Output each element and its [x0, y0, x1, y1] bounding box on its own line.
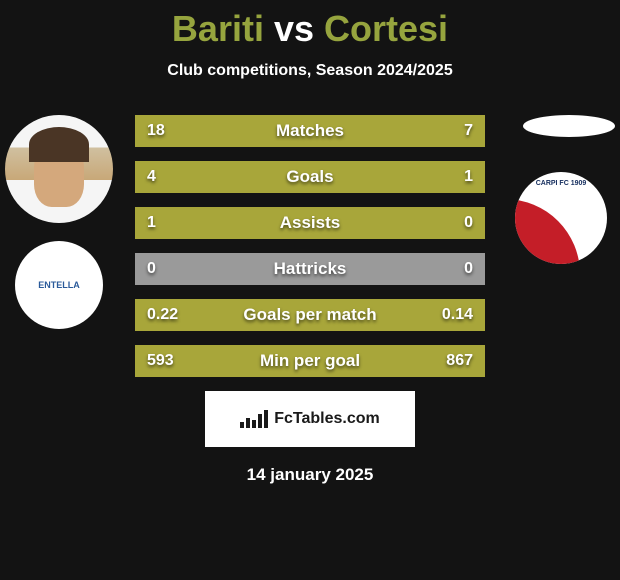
- stat-value-left: 18: [147, 115, 165, 147]
- stat-label: Goals per match: [135, 299, 485, 331]
- left-player-column: ENTELLA: [5, 115, 113, 329]
- stat-value-right: 0.14: [442, 299, 473, 331]
- stat-row: Min per goal593 867: [135, 345, 485, 377]
- stat-label: Hattricks: [135, 253, 485, 285]
- player2-photo: [523, 115, 615, 137]
- stat-value-left: 0: [147, 253, 156, 285]
- stat-value-right: 0: [464, 253, 473, 285]
- stat-row: Goals4 1: [135, 161, 485, 193]
- stat-value-left: 0.22: [147, 299, 178, 331]
- player2-club-badge: [515, 172, 607, 264]
- stat-value-left: 4: [147, 161, 156, 193]
- player1-name: Bariti: [172, 8, 264, 49]
- stat-label: Goals: [135, 161, 485, 193]
- stat-value-right: 867: [446, 345, 473, 377]
- stat-value-right: 7: [464, 115, 473, 147]
- player2-name: Cortesi: [324, 8, 448, 49]
- footer-date: 14 january 2025: [0, 465, 620, 485]
- player1-photo: [5, 115, 113, 223]
- stat-row: Goals per match0.22 0.14: [135, 299, 485, 331]
- stat-row: Hattricks0 0: [135, 253, 485, 285]
- stat-bars-container: Matches187Goals41Assists10Hattricks00Goa…: [135, 115, 485, 377]
- stat-value-left: 1: [147, 207, 156, 239]
- stat-value-right: 0: [464, 207, 473, 239]
- right-player-column: [515, 115, 615, 264]
- comparison-content: ENTELLA Matches187Goals41Assists10Hattri…: [0, 115, 620, 377]
- stat-row: Matches18 7: [135, 115, 485, 147]
- chart-icon: [240, 410, 268, 428]
- stat-label: Min per goal: [135, 345, 485, 377]
- player1-club-badge: ENTELLA: [15, 241, 103, 329]
- stat-label: Assists: [135, 207, 485, 239]
- brand-logo: FcTables.com: [205, 391, 415, 447]
- competition-subtitle: Club competitions, Season 2024/2025: [0, 62, 620, 80]
- brand-text: FcTables.com: [274, 410, 380, 428]
- player1-club-name: ENTELLA: [38, 280, 80, 290]
- comparison-title: Bariti vs Cortesi: [0, 0, 620, 50]
- stat-label: Matches: [135, 115, 485, 147]
- stat-value-left: 593: [147, 345, 174, 377]
- stat-value-right: 1: [464, 161, 473, 193]
- stat-row: Assists1 0: [135, 207, 485, 239]
- vs-separator: vs: [274, 8, 314, 49]
